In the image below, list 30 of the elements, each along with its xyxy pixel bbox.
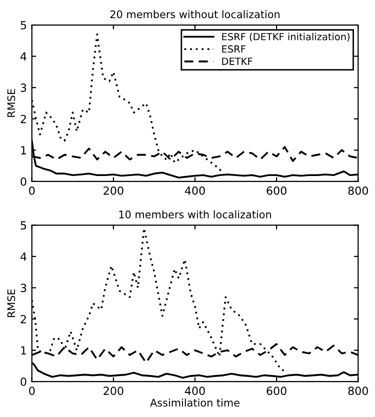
y-tick-label: 0 <box>20 177 26 186</box>
chart-title: 20 members without localization <box>110 10 280 18</box>
legend-label: ESRF (DETKF initialization) <box>222 32 350 42</box>
y-tick-label: 3 <box>20 84 26 92</box>
x-tick-label: 400 <box>184 386 205 396</box>
y-axis-title: RMSE <box>7 289 16 318</box>
y-tick-label: 3 <box>20 284 26 292</box>
x-tick-label: 600 <box>266 186 286 195</box>
y-tick-label: 2 <box>20 314 26 324</box>
x-tick-label: 200 <box>104 186 124 195</box>
y-tick-label: 4 <box>20 52 26 61</box>
y-tick-label: 1 <box>21 146 26 154</box>
x-tick-label: 800 <box>348 186 368 195</box>
x-tick-label: 200 <box>104 386 124 396</box>
x-tick-label: 400 <box>184 186 205 195</box>
y-tick-label: 1 <box>21 346 26 354</box>
y-tick-label: 5 <box>20 21 26 30</box>
legend-label: DETKF <box>222 58 252 65</box>
y-axis-title: RMSE <box>7 89 16 117</box>
legend-label: ESRF <box>222 45 246 53</box>
x-tick-label: 600 <box>266 386 286 396</box>
x-tick-label: 800 <box>348 386 368 396</box>
x-tick-label: 0 <box>29 386 35 396</box>
y-tick-label: 2 <box>20 114 26 124</box>
y-tick-label: 5 <box>20 221 26 230</box>
y-tick-label: 0 <box>20 378 26 386</box>
x-tick-label: 0 <box>29 186 35 195</box>
y-tick-label: 4 <box>20 252 26 261</box>
x-axis-title: Assimilation time <box>150 398 240 407</box>
chart-title: 10 members with localization <box>119 210 271 218</box>
